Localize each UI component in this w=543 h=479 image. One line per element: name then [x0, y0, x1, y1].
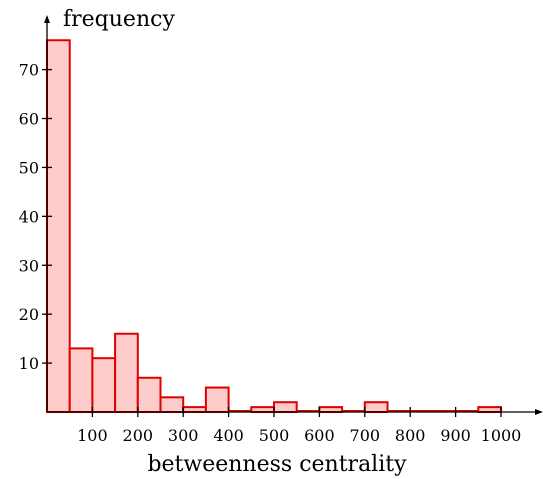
histogram-bar [159, 396, 185, 413]
y-tick-label: 70 [19, 61, 39, 80]
x-tick-label: 200 [123, 426, 154, 445]
y-tick-label: 40 [19, 207, 39, 226]
x-tick-label: 800 [395, 426, 426, 445]
x-tick-label: 600 [304, 426, 335, 445]
histogram-bar [250, 406, 276, 414]
y-tick-label: 60 [19, 110, 39, 129]
x-ticks-group: 100 200 300 400 500 600 700 800 900 1000 [77, 407, 521, 445]
x-tick-label: 500 [259, 426, 290, 445]
y-tick-label: 20 [19, 305, 39, 324]
histogram-bar [204, 386, 230, 413]
y-tick-label: 10 [19, 354, 39, 373]
histogram-bar [477, 406, 502, 414]
x-tick-label: 400 [213, 426, 244, 445]
histogram-bar [91, 357, 117, 413]
x-axis-title: betweenness centrality [147, 452, 407, 477]
x-axis-arrow-icon [535, 409, 543, 415]
x-tick-label: 700 [350, 426, 381, 445]
histogram-bar [46, 39, 71, 413]
histogram-bar [68, 347, 94, 414]
bars-group [46, 39, 502, 414]
x-tick-label: 1000 [481, 426, 522, 445]
y-axis-title: frequency [63, 7, 175, 32]
histogram-bar [363, 401, 389, 413]
histogram-bar [114, 332, 139, 414]
histogram-bar [273, 401, 298, 413]
histogram-bar [318, 406, 344, 414]
x-tick-label: 100 [77, 426, 108, 445]
y-axis-arrow-icon [44, 15, 50, 23]
y-tick-label: 50 [19, 158, 39, 177]
x-tick-label: 300 [168, 426, 199, 445]
y-tick-label: 30 [19, 256, 39, 275]
histogram-bar [136, 376, 162, 414]
y-ticks-group: 10 20 30 40 50 60 70 [19, 61, 52, 373]
histogram-bar [182, 406, 207, 414]
x-tick-label: 900 [440, 426, 471, 445]
